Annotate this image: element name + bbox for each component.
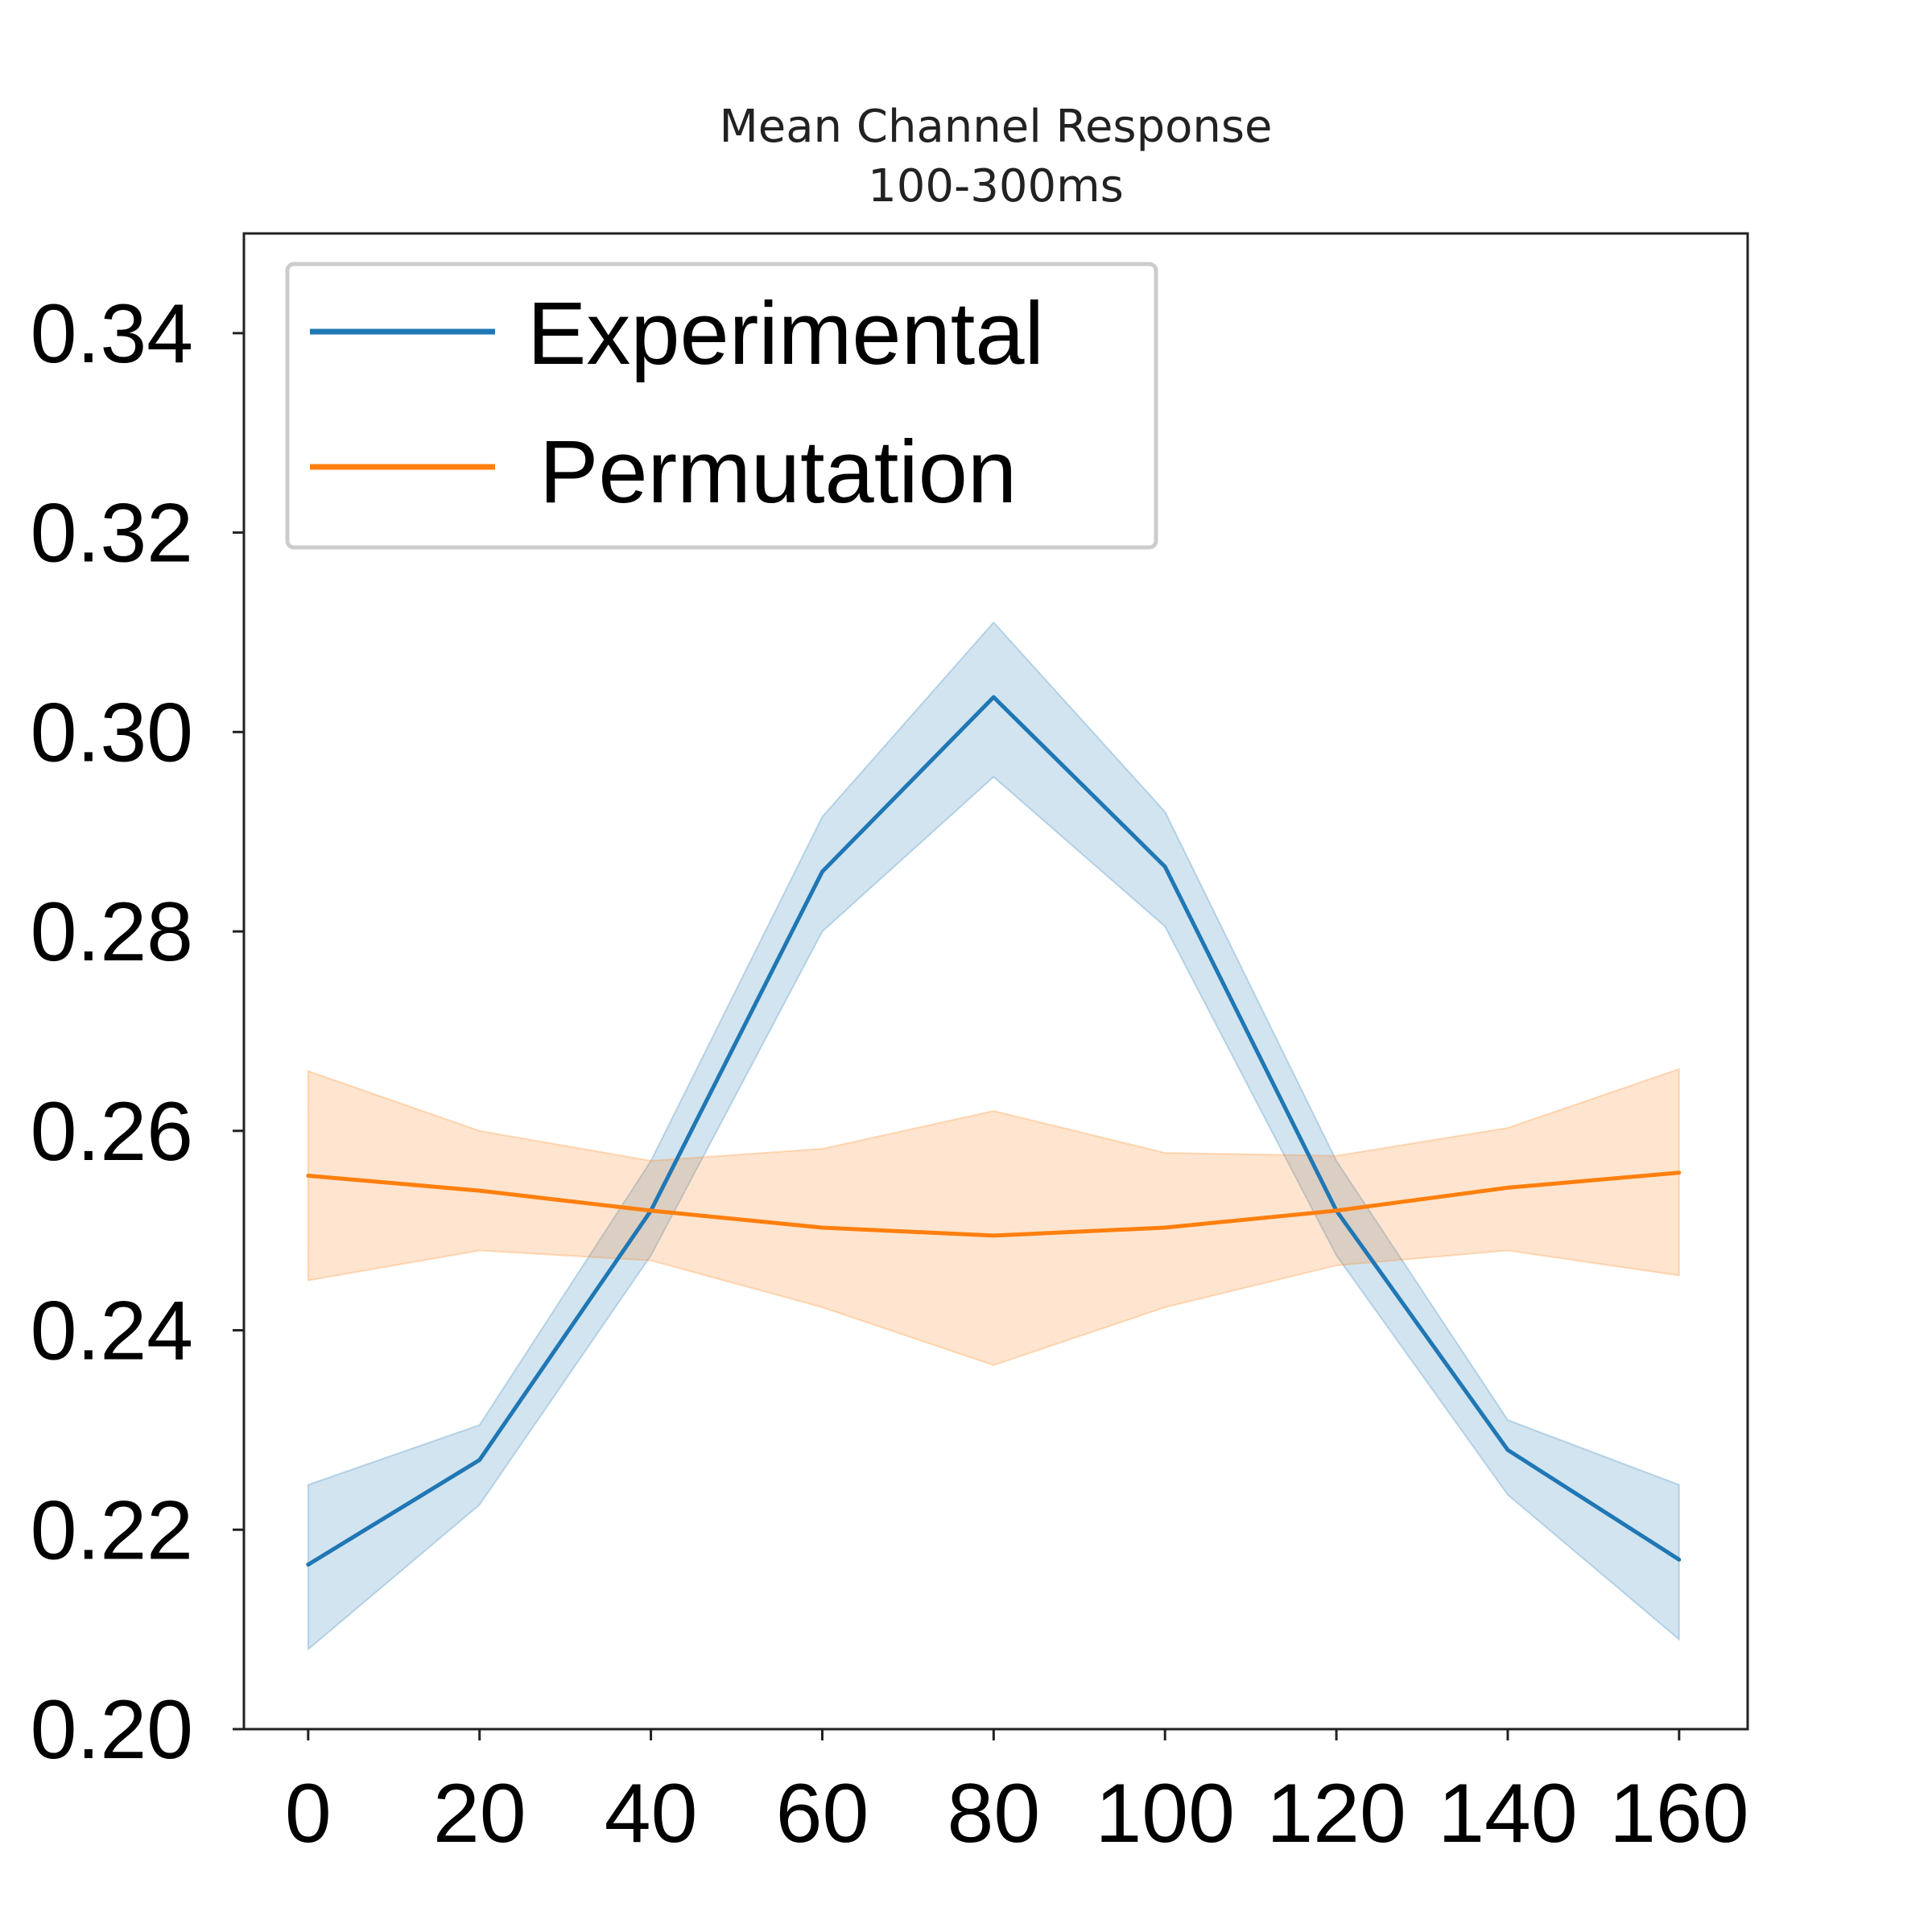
x-tick-label: 160: [1609, 1767, 1749, 1860]
plot-frame: [242, 232, 1749, 1731]
x-tick-label: 40: [605, 1767, 698, 1860]
y-tick-label: 0.34: [31, 287, 193, 381]
series-lines: [306, 695, 1682, 1567]
x-axis: 0 20 40 60 80 100 120 140 160: [285, 1729, 1749, 1860]
x-tick-label: 80: [947, 1767, 1040, 1860]
y-tick-label: 0.30: [31, 686, 193, 779]
legend-box: [285, 262, 1158, 550]
x-tick-label: 120: [1266, 1767, 1406, 1860]
y-tick-label: 0.20: [31, 1683, 193, 1777]
chart-title: Mean Channel Response: [719, 101, 1272, 153]
y-tick-label: 0.22: [31, 1484, 193, 1577]
y-tick-label: 0.28: [31, 886, 193, 979]
line-permutation: [306, 1170, 1682, 1238]
band-permutation: [307, 1067, 1680, 1366]
legend-label-experimental: Experimental: [527, 284, 1044, 383]
y-tick-label: 0.24: [31, 1285, 193, 1378]
line-experimental: [306, 695, 1682, 1567]
chart-subtitle: 100-300ms: [868, 160, 1124, 213]
band-experimental: [307, 621, 1680, 1652]
y-axis: 0.20 0.22 0.24 0.26 0.28 0.30 0.32 0.34: [31, 287, 244, 1777]
y-tick-label: 0.32: [31, 487, 193, 580]
legend: Experimental Permutation: [285, 262, 1158, 550]
x-tick-label: 0: [285, 1767, 332, 1860]
x-tick-label: 140: [1438, 1767, 1578, 1860]
x-tick-label: 60: [776, 1767, 869, 1860]
y-tick-label: 0.26: [31, 1085, 193, 1179]
confidence-bands: [307, 621, 1680, 1652]
x-tick-label: 100: [1095, 1767, 1235, 1860]
legend-label-permutation: Permutation: [539, 423, 1017, 522]
x-tick-label: 20: [433, 1767, 526, 1860]
